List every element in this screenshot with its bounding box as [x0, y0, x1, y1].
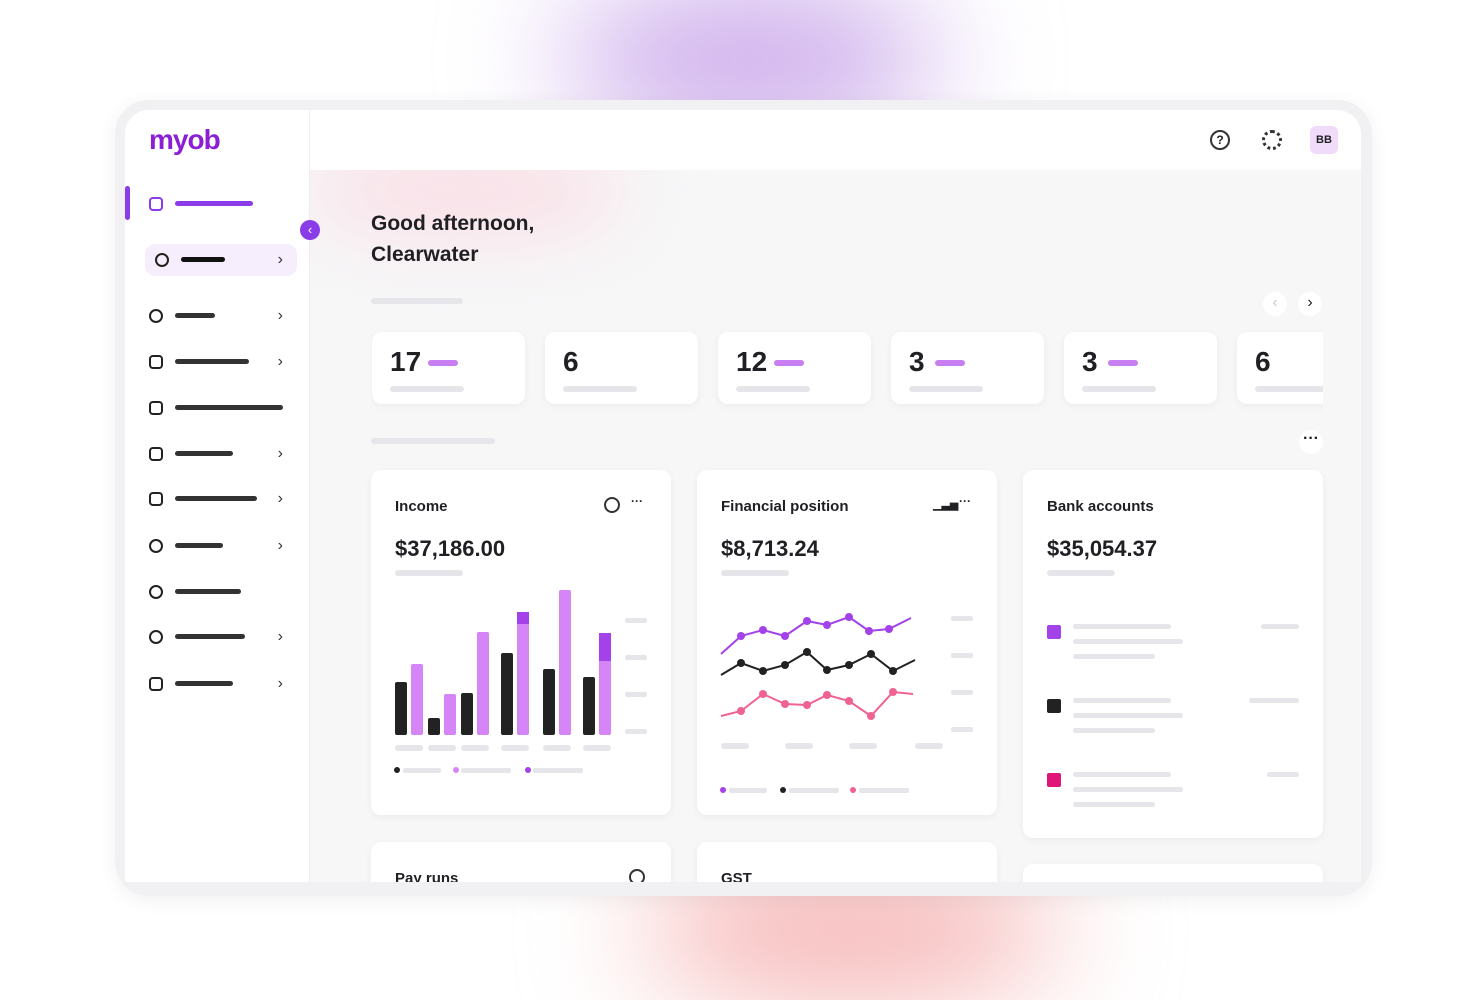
nav-item[interactable]: ›: [147, 346, 297, 378]
next-button[interactable]: ›: [1298, 292, 1322, 316]
user-avatar[interactable]: BB: [1310, 126, 1338, 154]
nav-item[interactable]: ›: [147, 483, 297, 515]
financial-chart: [720, 613, 973, 793]
top-bar: ? BB: [310, 110, 1361, 170]
greeting: Good afternoon, Clearwater: [371, 208, 534, 270]
stat-value: 12: [736, 346, 768, 377]
placeholder: [371, 438, 495, 444]
nav-home[interactable]: [147, 188, 297, 220]
nav-item[interactable]: ›: [147, 530, 297, 562]
nav-item[interactable]: [147, 392, 297, 424]
card-amount: $35,054.37: [1047, 536, 1158, 561]
add-button[interactable]: [629, 869, 645, 882]
income-chart: [394, 590, 647, 773]
collapse-button[interactable]: ‹: [300, 220, 320, 240]
app-screen: myob › › › › › › › › ‹ ? BB Good afterno…: [125, 110, 1361, 882]
stat-card[interactable]: 3: [1064, 332, 1217, 404]
stat-value: 6: [563, 346, 579, 377]
card-title: GST: [721, 870, 752, 882]
stat-strip: 17 6 12 3 3 6: [371, 330, 1323, 430]
logo[interactable]: myob: [149, 124, 221, 155]
nav-item[interactable]: [147, 576, 297, 608]
nav-item[interactable]: ›: [147, 621, 297, 653]
add-button[interactable]: [604, 497, 620, 513]
card: [1023, 864, 1323, 882]
card-title: Pay runs: [395, 870, 459, 882]
placeholder: [371, 298, 463, 304]
card-amount: $8,713.24: [721, 536, 819, 561]
bank-accounts-card: Bank accounts $35,054.37: [1023, 470, 1323, 838]
account-swatch: [1047, 625, 1061, 639]
gst-card: GST: [697, 842, 997, 882]
nav-item[interactable]: ›: [147, 668, 297, 700]
nav-create[interactable]: ›: [145, 244, 297, 276]
stat-value: 17: [390, 346, 422, 377]
card-title: Bank accounts: [1047, 498, 1154, 515]
stat-card[interactable]: 17: [372, 332, 525, 404]
menu-button[interactable]: ···: [959, 494, 971, 508]
help-button[interactable]: ?: [1210, 130, 1230, 150]
account-swatch: [1047, 773, 1061, 787]
stat-card[interactable]: 6: [1237, 332, 1323, 404]
chart-toggle[interactable]: ▁▃▅: [933, 499, 959, 511]
more-button[interactable]: ···: [1299, 430, 1323, 454]
stat-value: 3: [1082, 346, 1098, 377]
card-title: Financial position: [721, 498, 849, 515]
pay-runs-card: Pay runs: [371, 842, 671, 882]
income-card: Income ··· $37,186.00: [371, 470, 671, 815]
stat-card[interactable]: 12: [718, 332, 871, 404]
greeting-name: Clearwater: [371, 243, 479, 266]
account-swatch: [1047, 699, 1061, 713]
stat-value: 6: [1255, 346, 1271, 377]
settings-button[interactable]: [1262, 130, 1282, 150]
stat-card[interactable]: 6: [545, 332, 698, 404]
prev-button[interactable]: ‹: [1263, 292, 1287, 316]
card-amount: $37,186.00: [395, 536, 506, 561]
stat-card[interactable]: 3: [891, 332, 1044, 404]
nav-item[interactable]: ›: [147, 438, 297, 470]
card-title: Income: [395, 498, 448, 515]
active-indicator: [125, 186, 130, 220]
menu-button[interactable]: ···: [631, 494, 643, 508]
nav-item[interactable]: ›: [147, 300, 297, 332]
stat-value: 3: [909, 346, 925, 377]
financial-position-card: Financial position ▁▃▅ ··· $8,713.24: [697, 470, 997, 815]
greeting-line: Good afternoon,: [371, 212, 535, 235]
sidebar: myob › › › › › › › ›: [125, 110, 310, 882]
